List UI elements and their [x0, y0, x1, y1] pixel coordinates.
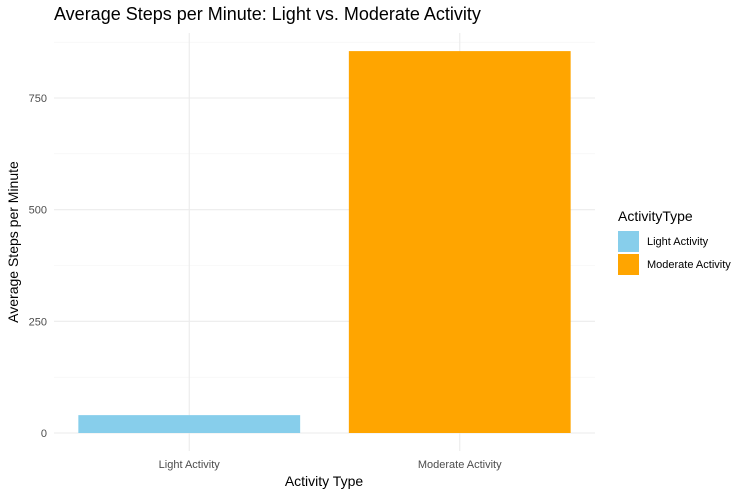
y-tick-label: 500 [29, 205, 47, 217]
plot-area: 0 250 500 750 Light Activity Moderate Activit… [29, 33, 595, 471]
x-tick-label: Moderate Activity [418, 459, 502, 471]
chart-title: Average Steps per Minute: Light vs. Mode… [54, 4, 481, 24]
legend-label: Moderate Activity [647, 259, 731, 271]
legend-key [618, 231, 639, 252]
y-tick-label: 750 [29, 93, 47, 105]
legend: ActivityType Light Activity Moderate Acti… [618, 208, 731, 275]
bar-light-activity [78, 415, 301, 433]
y-axis-title: Average Steps per Minute [5, 161, 21, 323]
y-tick-label: 0 [41, 428, 47, 440]
y-tick-label: 250 [29, 316, 47, 328]
legend-label: Light Activity [647, 236, 709, 248]
legend-title: ActivityType [618, 208, 693, 224]
bar-moderate-activity [348, 51, 571, 433]
x-axis-title: Activity Type [285, 473, 364, 489]
x-tick-label: Light Activity [159, 459, 221, 471]
legend-key [618, 254, 639, 275]
